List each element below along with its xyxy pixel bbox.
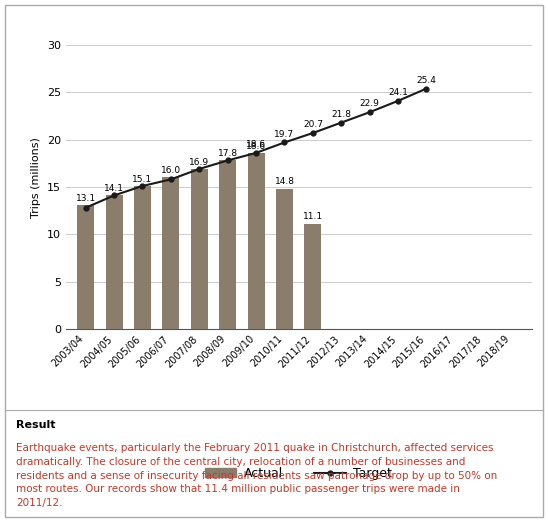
Text: 25.4: 25.4 — [416, 76, 436, 85]
Text: Result: Result — [16, 420, 56, 430]
Text: 19.7: 19.7 — [275, 129, 294, 139]
Text: 14.1: 14.1 — [104, 184, 124, 193]
Text: 14.8: 14.8 — [275, 177, 294, 186]
Text: 16.9: 16.9 — [189, 158, 209, 167]
Bar — [248, 153, 265, 329]
Bar — [219, 160, 236, 329]
Text: 13.1: 13.1 — [76, 194, 96, 203]
Text: Earthquake events, particularly the February 2011 quake in Christchurch, affecte: Earthquake events, particularly the Febr… — [16, 444, 498, 508]
Legend: Actual, Target: Actual, Target — [205, 467, 392, 480]
Text: 16.0: 16.0 — [161, 166, 181, 175]
Text: 18.6: 18.6 — [246, 141, 266, 150]
Text: 20.7: 20.7 — [303, 120, 323, 129]
Bar — [276, 189, 293, 329]
Text: 11.1: 11.1 — [303, 212, 323, 221]
Bar — [304, 224, 321, 329]
Bar — [77, 205, 94, 329]
Text: 21.8: 21.8 — [331, 110, 351, 119]
Bar — [162, 177, 179, 329]
Text: 18.6: 18.6 — [246, 140, 266, 149]
Bar — [106, 195, 123, 329]
Text: 24.1: 24.1 — [388, 88, 408, 97]
Bar — [191, 169, 208, 329]
Y-axis label: Trips (millions): Trips (millions) — [31, 137, 41, 218]
Text: 17.8: 17.8 — [218, 149, 238, 158]
Text: 22.9: 22.9 — [359, 99, 380, 109]
Bar — [134, 186, 151, 329]
Text: 15.1: 15.1 — [133, 175, 152, 184]
